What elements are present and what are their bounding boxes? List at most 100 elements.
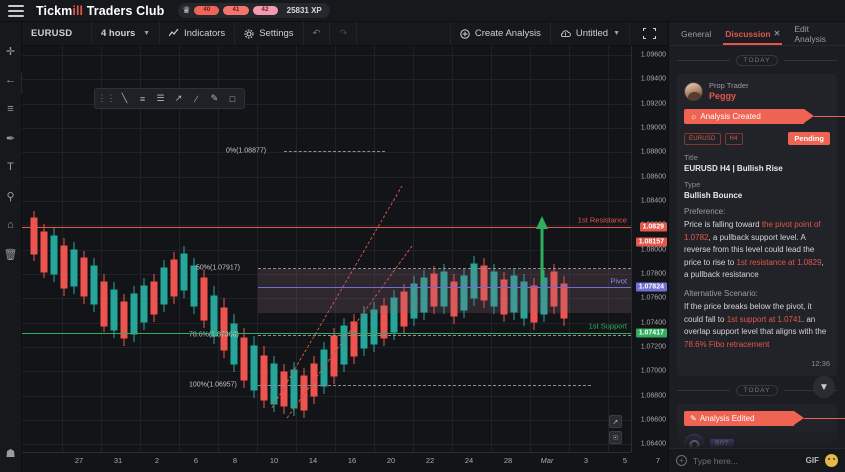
avatar xyxy=(684,82,703,102)
indicators-label: Indicators xyxy=(184,28,226,39)
time-tick: 16 xyxy=(347,456,357,465)
price-tick: 1.07600 xyxy=(640,294,666,302)
alternative-text: If the price breaks below the pivot, it … xyxy=(684,301,830,351)
symbol-selector[interactable]: EURUSD xyxy=(22,22,92,45)
lock-icon[interactable]: ☉ xyxy=(609,431,622,444)
tab-edit-analysis[interactable]: Edit Analysis xyxy=(788,22,845,45)
drawing-tool-rail: ✛ ← ≡ ✒ T ⚲ ⌂ 🗑 ☗ » xyxy=(0,22,28,472)
move-tool-icon[interactable]: ✛ xyxy=(5,45,16,58)
smiley-icon[interactable] xyxy=(825,454,838,467)
pencil-icon[interactable]: ✎ xyxy=(210,93,219,103)
xp-widget[interactable]: ♛ 40 41 42 25831 XP xyxy=(178,3,330,18)
horizontal-line-icon[interactable]: ≡ xyxy=(139,93,146,104)
resistance-price-tag: 1.0829 xyxy=(639,222,667,232)
pivot-zone xyxy=(258,269,631,313)
fib-line-100 xyxy=(258,385,591,386)
undo-icon[interactable]: ↶ xyxy=(304,22,331,45)
delete-tool-icon[interactable]: 🗑 xyxy=(3,248,18,261)
discussion-scroll[interactable]: TODAY Prop Trader Peggy ☼ Analysis Creat… xyxy=(669,46,845,448)
price-tick: 1.07800 xyxy=(640,270,666,278)
current-price-tag: 1.08157 xyxy=(635,237,667,247)
author-row: Prop Trader Peggy xyxy=(684,81,830,102)
magnet-icon[interactable]: ➚ xyxy=(609,415,622,428)
level-badge-1: 40 xyxy=(194,5,220,16)
time-axis[interactable]: 27 31 2 6 8 10 14 16 20 22 24 28 Mar 3 5… xyxy=(22,452,660,472)
time-tick: 10 xyxy=(269,456,279,465)
chart-plot[interactable]: 0%(1.08877) 50%(1.07917) 78.6%(1.07368) … xyxy=(22,46,631,452)
chevron-down-icon[interactable]: ▼ xyxy=(813,376,835,398)
divider xyxy=(677,60,730,61)
resistance-label: 1st Resistance xyxy=(577,215,627,225)
pitchfork-icon[interactable]: ↗ xyxy=(174,93,183,103)
fib-label-50: 50%(1.07917) xyxy=(196,264,240,272)
saved-analysis-selector[interactable]: Untitled ▼ xyxy=(551,22,630,45)
fullscreen-button[interactable] xyxy=(630,22,668,45)
time-tick: 24 xyxy=(464,456,474,465)
tab-discussion-label: Discussion xyxy=(725,28,771,39)
level-badge-3: 42 xyxy=(252,5,278,16)
author-info: Prop Trader Peggy xyxy=(709,81,749,102)
grip-icon[interactable]: ⋮⋮ xyxy=(97,93,116,103)
pin-icon: ☼ xyxy=(690,112,698,122)
price-tick: 1.06800 xyxy=(640,392,666,400)
plus-circle-icon[interactable]: + xyxy=(676,455,687,466)
hamburger-icon[interactable] xyxy=(8,4,24,17)
tab-edit-analysis-label: Edit Analysis xyxy=(794,23,826,44)
fib-line-0 xyxy=(284,151,385,152)
chart-canvas[interactable]: 0%(1.08877) 50%(1.07917) 78.6%(1.07368) … xyxy=(22,46,668,472)
edited-ribbon-label: Analysis Edited xyxy=(699,413,755,423)
xp-total: 25831 XP xyxy=(286,6,322,15)
card-timestamp: 12:36 xyxy=(811,358,830,368)
tab-discussion[interactable]: Discussion ✕ xyxy=(719,22,786,45)
tab-general[interactable]: General xyxy=(675,22,717,45)
text-tool-icon[interactable]: T xyxy=(7,161,14,173)
fib-label-786: 78.6%(1.07368) xyxy=(189,331,239,339)
pencil-icon: ✎ xyxy=(690,413,697,423)
trend-line-tool-icon[interactable]: ← xyxy=(5,74,16,86)
measure-tool-icon[interactable]: ⚲ xyxy=(6,190,15,203)
time-tick: 27 xyxy=(74,456,84,465)
time-tick: 22 xyxy=(425,456,435,465)
create-analysis-button[interactable]: Create Analysis xyxy=(451,22,551,45)
time-tick: 3 xyxy=(583,456,589,465)
chevron-down-icon: ▼ xyxy=(613,30,620,37)
status-badge: Pending xyxy=(788,132,830,146)
chart-corner-buttons[interactable]: ➚ ☉ xyxy=(609,415,622,444)
floating-draw-toolbar[interactable]: ⋮⋮ ╲ ≡ ☰ ↗ ∕ ✎ □ xyxy=(94,88,245,109)
fib-icon[interactable]: ☰ xyxy=(156,93,165,103)
preference-text: Price is falling toward the pivot point … xyxy=(684,219,830,281)
price-axis[interactable]: 1.09600 1.09400 1.09200 1.09000 1.08800 … xyxy=(631,46,668,452)
rectangle-icon[interactable]: □ xyxy=(229,93,236,104)
divider xyxy=(784,389,838,391)
fib-label-0: 0%(1.08877) xyxy=(226,147,267,155)
fib-line-50 xyxy=(258,268,631,269)
alternative-heading: Alternative Scenario: xyxy=(684,289,758,299)
pivot-label: Pivot xyxy=(610,276,627,286)
brand-text-1: Tickm xyxy=(36,3,73,18)
pref-text-1: Price is falling toward xyxy=(684,220,762,230)
fib-label-100: 100%(1.06957) xyxy=(189,381,237,389)
ribbon-rule xyxy=(804,417,845,419)
ray-icon[interactable]: ∕ xyxy=(195,93,198,104)
day-separator-2-label: TODAY xyxy=(735,384,779,396)
type-label: Type xyxy=(684,180,701,190)
time-tick: 6 xyxy=(193,456,199,465)
chart-column: EURUSD 4 hours ▼ Indicators Settings ↶ ↷ xyxy=(22,22,668,472)
plus-circle-icon xyxy=(460,28,470,39)
indicators-button[interactable]: Indicators xyxy=(160,22,236,45)
gif-button[interactable]: GIF xyxy=(805,456,819,465)
brush-tool-icon[interactable]: ✒ xyxy=(5,132,16,145)
trend-line-icon[interactable]: ╲ xyxy=(121,93,128,103)
time-tick: 14 xyxy=(308,456,318,465)
brand-logo: Tickmill Traders Club xyxy=(36,4,164,18)
timeframe-selector[interactable]: 4 hours ▼ xyxy=(92,22,160,45)
day-separator: TODAY xyxy=(677,55,838,66)
message-input[interactable]: Type here... xyxy=(693,455,738,466)
horizontal-lines-tool-icon[interactable]: ≡ xyxy=(7,103,14,115)
close-icon[interactable]: ✕ xyxy=(773,29,781,38)
settings-button[interactable]: Settings xyxy=(235,22,304,45)
message-composer[interactable]: + Type here... GIF xyxy=(669,448,845,472)
create-analysis-label: Create Analysis xyxy=(474,28,541,39)
settings-tool-icon[interactable]: ☗ xyxy=(5,447,16,460)
magnet-tool-icon[interactable]: ⌂ xyxy=(7,219,14,231)
